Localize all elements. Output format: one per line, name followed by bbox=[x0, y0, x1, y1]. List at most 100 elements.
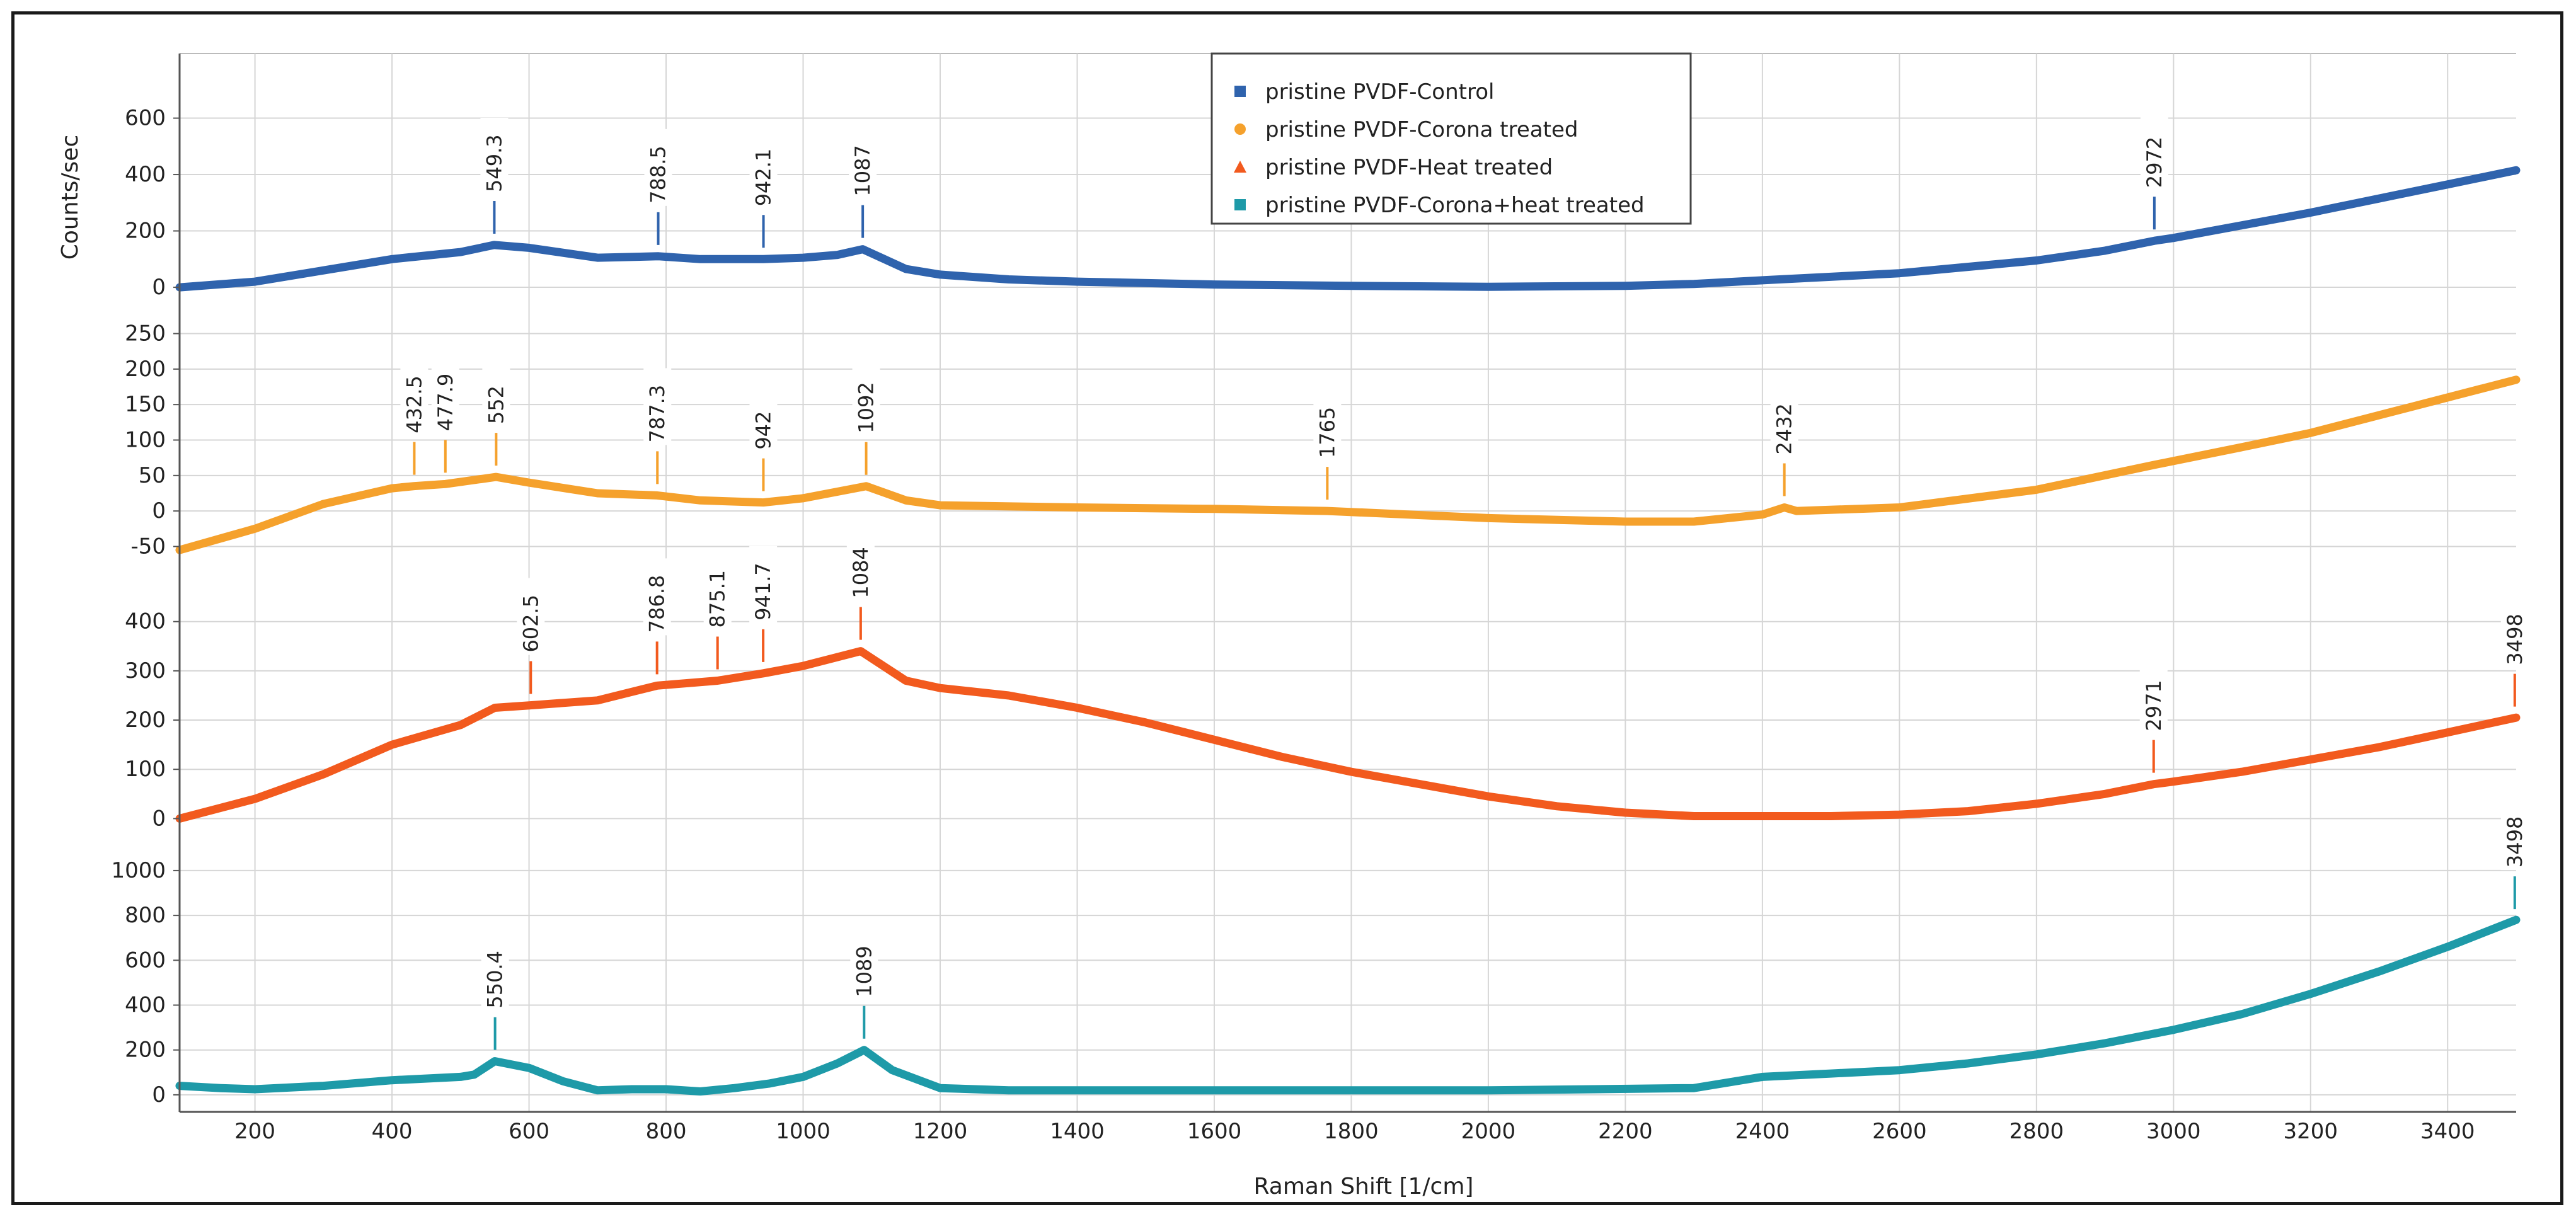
peak-label: 602.5 bbox=[519, 595, 543, 653]
x-tick-label: 2400 bbox=[1735, 1119, 1790, 1144]
legend-box bbox=[1210, 52, 1692, 225]
y-tick-label: 400 bbox=[125, 609, 166, 634]
legend-label: pristine PVDF-Corona treated bbox=[1265, 117, 1578, 142]
axis-layer: 200 400 600 800 1000 1200 1400 1600 1800 2000 2200… bbox=[111, 54, 2516, 1144]
legend-marker bbox=[1234, 199, 1246, 210]
peak-label: 788.5 bbox=[647, 146, 670, 203]
peak-label: 3498 bbox=[2503, 816, 2527, 867]
x-tick-label: 1000 bbox=[776, 1119, 831, 1144]
peak-label-bg bbox=[849, 122, 877, 199]
legend-items: pristine PVDF-Control pristine PVDF-Coron… bbox=[1234, 79, 1645, 218]
x-tick-label: 1200 bbox=[913, 1119, 968, 1144]
peak-label-bg bbox=[749, 132, 778, 209]
peak-label-bg bbox=[2140, 113, 2168, 191]
y-tick-label: 100 bbox=[125, 428, 166, 453]
peak-label: 1084 bbox=[849, 547, 873, 598]
peak-label: 2432 bbox=[1773, 403, 1797, 454]
series-layer: 549.3 788.5 942.1 1087 2972 432.5 477.9 552 787.… bbox=[175, 113, 2529, 1096]
peak-label-bg bbox=[400, 358, 428, 436]
peak-label: 549.3 bbox=[482, 134, 506, 192]
peak-label-bg bbox=[1770, 380, 1798, 457]
legend-label: pristine PVDF-Control bbox=[1265, 79, 1494, 105]
peak-label: 786.8 bbox=[645, 575, 669, 633]
legend-marker bbox=[1234, 123, 1246, 135]
peak-label-bg bbox=[1313, 384, 1342, 461]
peak-label: 432.5 bbox=[402, 375, 426, 433]
legend-label: pristine PVDF-Corona+heat treated bbox=[1265, 193, 1645, 218]
peak-label-bg bbox=[517, 578, 545, 655]
y-tick-label: 100 bbox=[125, 757, 166, 782]
peak-label: 1765 bbox=[1315, 407, 1339, 458]
peak-label-bg bbox=[2500, 793, 2529, 871]
peak-label: 875.1 bbox=[706, 570, 730, 628]
legend-marker bbox=[1234, 86, 1246, 97]
series-line-1 bbox=[175, 166, 2521, 292]
x-tick-label: 1400 bbox=[1050, 1119, 1105, 1144]
peak-label: 3498 bbox=[2503, 614, 2527, 665]
x-tick-label: 2200 bbox=[1598, 1119, 1653, 1144]
x-tick-label: 800 bbox=[646, 1119, 687, 1144]
y-tick-label: 300 bbox=[125, 658, 166, 684]
x-tick-label: 3000 bbox=[2146, 1119, 2201, 1144]
peak-label-bg bbox=[481, 934, 509, 1011]
peak-label-bg bbox=[482, 350, 510, 427]
peak-label-bg bbox=[703, 553, 732, 631]
x-axis-title: Raman Shift [1/cm] bbox=[1254, 1174, 1474, 1199]
chart-frame: 549.3 788.5 942.1 1087 2972 432.5 477.9 552 787.… bbox=[11, 11, 2563, 1205]
y-tick-label: 200 bbox=[125, 707, 166, 733]
legend-label: pristine PVDF-Heat treated bbox=[1265, 155, 1553, 180]
y-tick-label: 0 bbox=[152, 1082, 166, 1107]
series-line-2 bbox=[175, 375, 2521, 554]
peak-label: 787.3 bbox=[645, 385, 669, 443]
y-tick-label: -50 bbox=[130, 534, 166, 559]
x-tick-label: 2800 bbox=[2010, 1119, 2064, 1144]
peak-label: 2972 bbox=[2142, 137, 2166, 188]
peak-label: 942.1 bbox=[752, 149, 776, 207]
y-tick-label: 1000 bbox=[111, 858, 166, 883]
series-line-3 bbox=[175, 647, 2521, 823]
peak-label-bg bbox=[644, 129, 672, 206]
x-tick-label: 1800 bbox=[1324, 1119, 1379, 1144]
x-tick-label: 200 bbox=[234, 1119, 275, 1144]
y-tick-label: 0 bbox=[152, 498, 166, 524]
peak-label: 942 bbox=[751, 411, 775, 450]
legend-marker bbox=[1234, 161, 1246, 173]
y-tick-label: 0 bbox=[152, 806, 166, 831]
peak-label-bg bbox=[749, 546, 778, 623]
peak-label: 550.4 bbox=[483, 951, 507, 1009]
x-tick-label: 2000 bbox=[1461, 1119, 1516, 1144]
raman-spectra-chart: 549.3 788.5 942.1 1087 2972 432.5 477.9 552 787.… bbox=[57, 52, 2529, 1199]
y-tick-label: 150 bbox=[125, 392, 166, 417]
peak-label: 477.9 bbox=[434, 374, 457, 432]
y-tick-label: 400 bbox=[125, 992, 166, 1017]
y-tick-label: 200 bbox=[125, 1038, 166, 1063]
peak-label: 1089 bbox=[852, 946, 876, 997]
y-tick-label: 50 bbox=[139, 463, 166, 488]
peak-label-bg bbox=[749, 375, 778, 452]
x-tick-label: 600 bbox=[509, 1119, 549, 1144]
y-tick-label: 800 bbox=[125, 903, 166, 928]
peak-label: 1087 bbox=[851, 145, 875, 196]
x-tick-label: 2600 bbox=[1872, 1119, 1927, 1144]
peak-label: 1092 bbox=[854, 382, 878, 433]
y-tick-label: 600 bbox=[125, 947, 166, 973]
peak-label-bg bbox=[643, 368, 672, 445]
y-tick-label: 200 bbox=[125, 219, 166, 244]
peak-label-bg bbox=[850, 922, 878, 1000]
y-tick-label: 250 bbox=[125, 321, 166, 346]
x-tick-label: 3400 bbox=[2420, 1119, 2475, 1144]
legend: pristine PVDF-Control pristine PVDF-Coron… bbox=[1210, 52, 1692, 225]
y-tick-label: 0 bbox=[152, 275, 166, 300]
peak-label-bg bbox=[852, 358, 880, 436]
peak-label: 552 bbox=[484, 386, 508, 424]
series-line-4 bbox=[175, 915, 2521, 1096]
y-tick-label: 400 bbox=[125, 162, 166, 187]
x-tick-label: 400 bbox=[372, 1119, 413, 1144]
x-tick-label: 1600 bbox=[1187, 1119, 1242, 1144]
y-tick-label: 600 bbox=[125, 106, 166, 131]
peak-label-bg bbox=[643, 558, 671, 636]
peak-label: 2971 bbox=[2142, 680, 2166, 731]
grid-layer bbox=[180, 53, 2516, 1112]
y-tick-label: 200 bbox=[125, 357, 166, 382]
peak-label-bg bbox=[480, 117, 509, 195]
